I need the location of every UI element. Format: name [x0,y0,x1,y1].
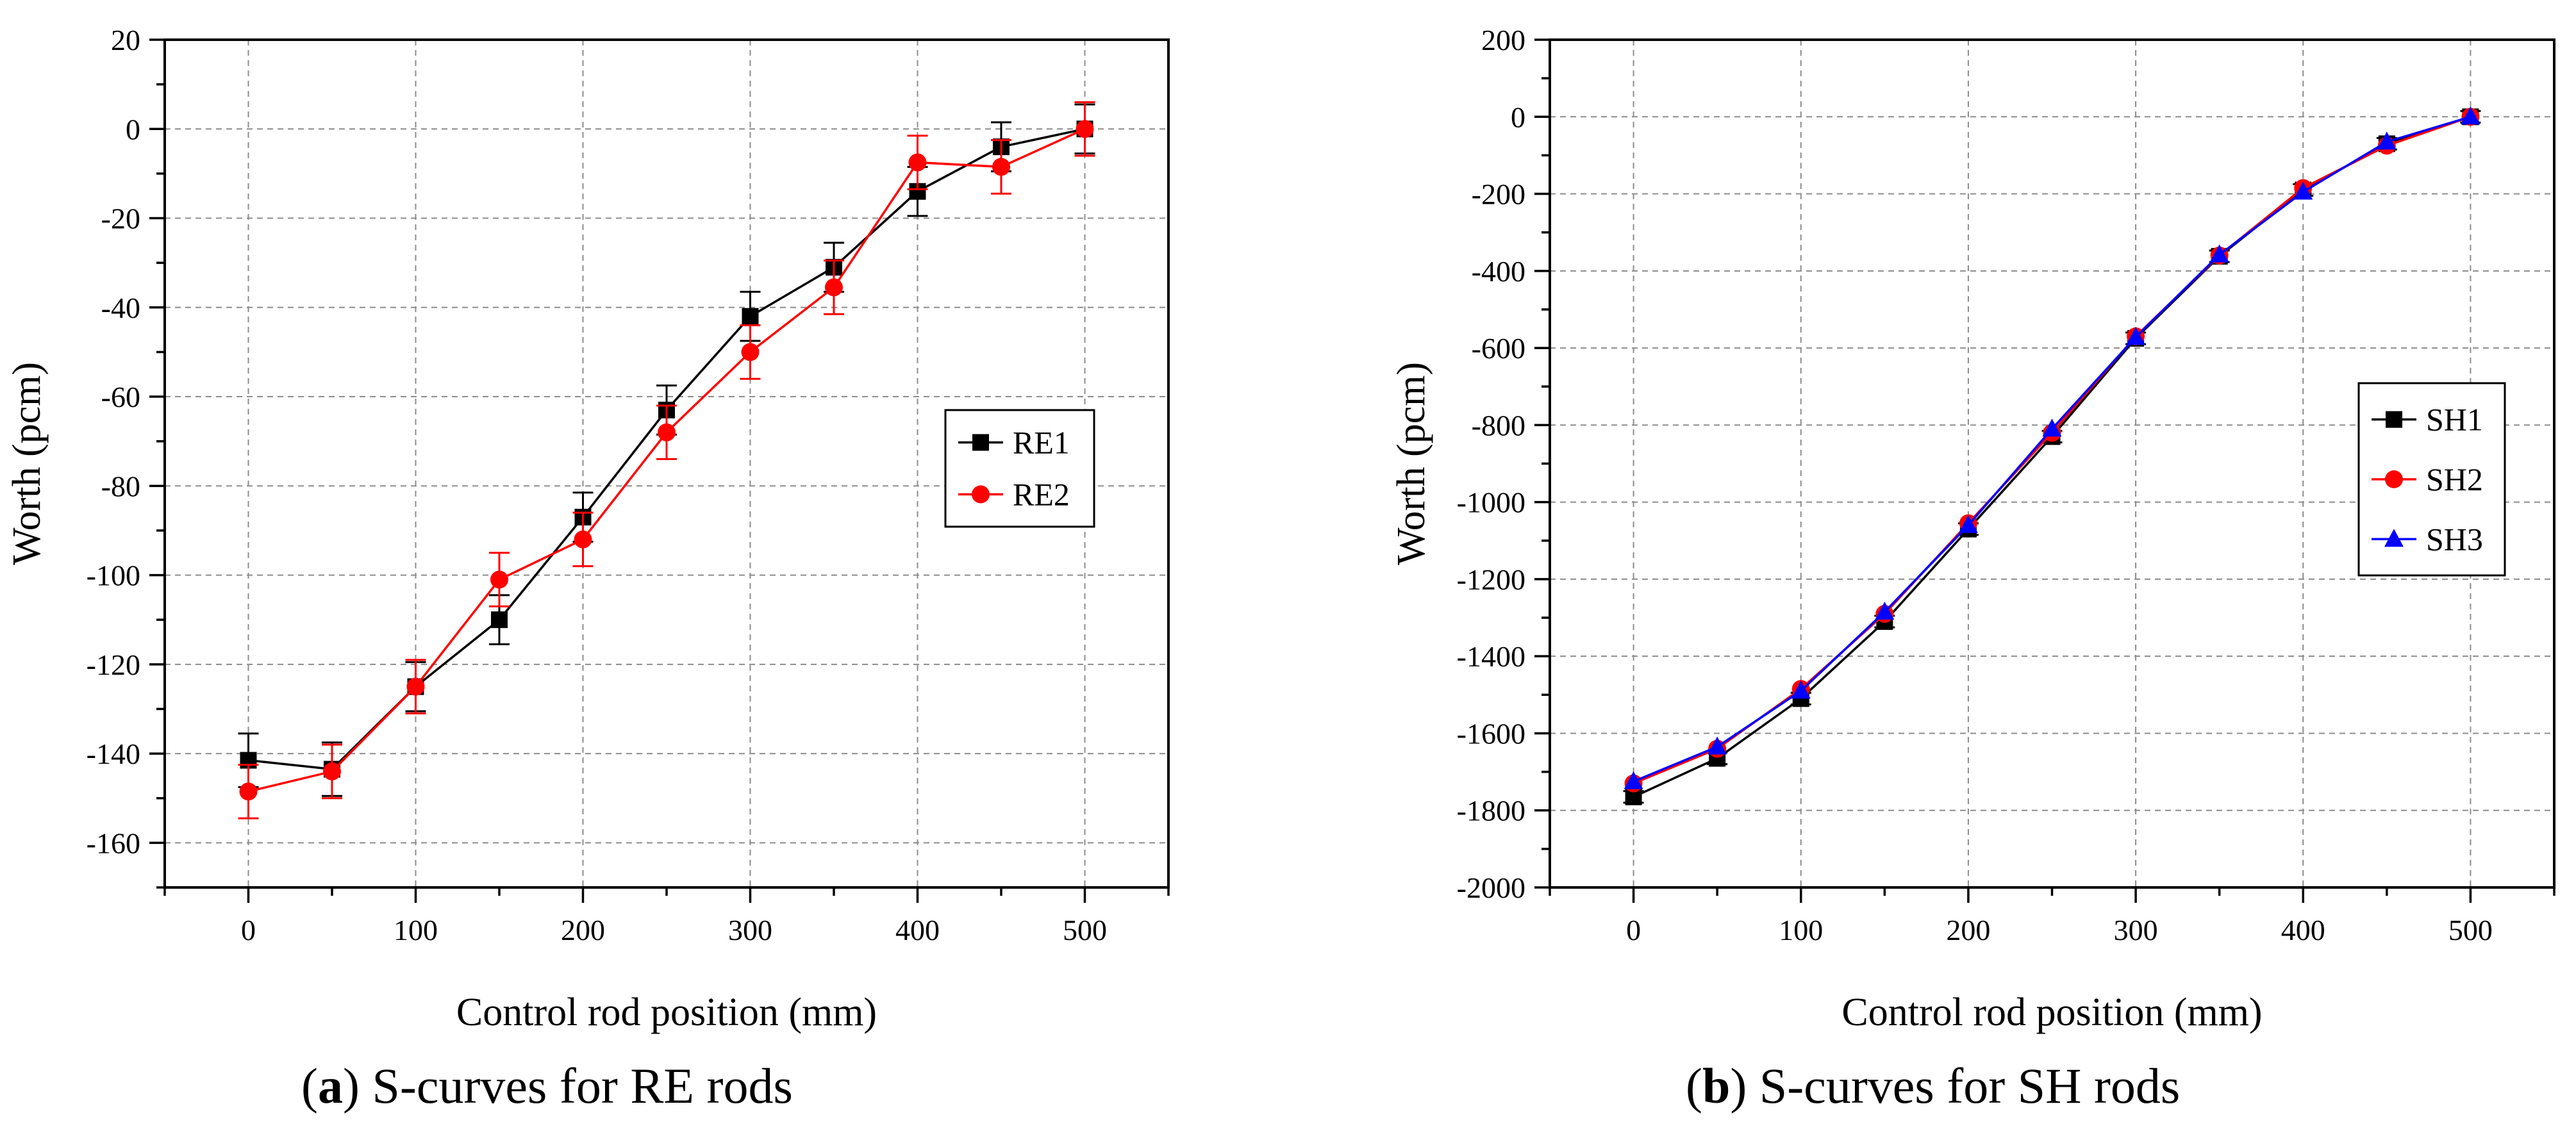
panel-a-series-re2-point [574,530,592,548]
panel-b-x-axis-title: Control rod position (mm) [1841,991,2262,1034]
chart-panel-a: 0 100 200 300 400 500200-20-40-60-80-100-120-… [5,24,1170,1034]
panel-b-y-tick-label: -800 [1472,409,1525,441]
panel-b-series-sh3-point [2293,181,2313,200]
panel-b-y-tick-label: -1400 [1457,640,1525,673]
panel-b-y-tick-label: 0 [1511,101,1525,133]
panel-b-x-tick-label: 0 [1626,914,1641,946]
panel-a-y-tick-label: -120 [87,648,140,681]
caption-a-text: S-curves for RE rods [372,1058,793,1114]
panel-b-y-tick-label: -1000 [1457,486,1525,519]
panel-a-series-re2-point [239,782,258,801]
panel-a-series-re2-point [1076,120,1094,138]
panel-a-series-re2-point [741,343,760,361]
caption-b-text: S-curves for SH rods [1759,1058,2181,1114]
panel-b-legend-label-sh2: SH2 [2426,461,2483,497]
panel-a-series-re1-point [491,611,508,629]
panel-b-series-sh2-line [1633,115,2471,785]
panel-a-y-tick-label: -60 [101,381,140,413]
panel-b-series-sh3-point [1624,771,1643,789]
panel-a-legend-label-re2: RE2 [1013,477,1070,513]
panel-b-legend-marker-sh3 [2384,529,2404,547]
panel-b-x-tick-label: 200 [1946,914,1990,946]
panel-a-series-re2-point [825,278,843,297]
caption-a-label: a [317,1058,343,1114]
panel-a-series-re2-point [658,423,676,441]
panel-a-x-tick-label: 100 [394,914,438,946]
panel-a-x-tick-label: 200 [561,914,605,946]
panel-b-x-tick-label: 100 [1779,914,1823,946]
panel-b-y-tick-label: -2000 [1457,871,1525,904]
panel-b-legend-label-sh1: SH1 [2426,402,2483,438]
panel-b-legend-label-sh3: SH3 [2426,521,2483,557]
panel-b-series-sh3-point [2377,131,2397,150]
panel-b-y-axis-title: Worth (pcm) [1390,362,1433,565]
panel-a-series-re2-point [992,158,1010,176]
panel-b-series-sh3-point [2126,327,2146,345]
panel-b-series-sh3-point [1791,680,1811,699]
panel-a-series-re2-point [490,570,508,589]
panel-a-x-tick-label: 400 [895,914,940,946]
panel-a-legend-label-re1: RE1 [1013,425,1070,461]
panel-b-y-tick-label: -1800 [1457,795,1525,827]
panel-b-legend-marker-sh2 [2385,470,2403,488]
caption-a: (a) S-curves for RE rods [301,1058,793,1114]
panel-b-series-sh3-point [1958,515,1978,533]
panel-a-y-axis-title: Worth (pcm) [5,362,49,565]
panel-a-y-tick-label: -80 [101,470,140,502]
panel-b-series-sh3-point [2461,106,2480,125]
panel-a-x-axis-title: Control rod position (mm) [456,991,877,1034]
panel-b-series-sh3-point [1708,736,1727,755]
panel-a-series-re2-point [908,153,927,172]
panel-b-y-tick-label: -1600 [1457,717,1525,750]
panel-b-x-tick-label: 500 [2448,914,2493,946]
panel-a-legend-marker-re2 [972,485,990,504]
panel-b-series-sh3-point [2209,244,2229,263]
panel-a-y-tick-label: 0 [126,113,140,145]
panel-a-y-tick-label: -160 [87,827,140,859]
panel-a-x-tick-label: 0 [241,914,256,946]
panel-a-y-tick-label: -140 [87,738,140,770]
panel-b-series-sh3-line [1633,115,2471,783]
caption-b-label: b [1702,1058,1731,1114]
panel-b-x-tick-label: 400 [2281,914,2325,946]
panel-a-x-tick-label: 300 [728,914,772,946]
panel-b-x-tick-label: 300 [2114,914,2158,946]
panel-a-legend-box [944,409,1095,528]
panel-a-y-tick-label: -40 [101,292,140,324]
panel-a-legend-marker-re1 [972,434,989,451]
chart-panel-b: 0 100 200 300 400 500 200 0 -200 -400 -600 -800 -100… [1390,24,2555,1034]
panel-a-series-re1-point [742,308,759,325]
panel-b-series-sh3-point [1875,602,1895,620]
panel-b-y-tick-label: -400 [1472,255,1525,288]
panel-b-y-tick-label: -600 [1472,332,1525,365]
panel-a-y-tick-label: 20 [111,24,140,56]
panel-b-legend-marker-sh1 [2386,411,2402,428]
panel-a-series-re2-point [406,677,425,696]
panel-a-series-re2-point [323,762,341,780]
panel-a-y-tick-label: -100 [87,559,140,592]
panel-b-y-tick-label: -1200 [1457,563,1525,596]
caption-b: (b) S-curves for SH rods [1686,1058,2181,1114]
panel-a-y-tick-label: -20 [101,202,140,235]
panel-b-series-sh3-point [2042,418,2062,437]
panel-b-y-tick-label: -200 [1472,178,1525,211]
panel-b-series-sh1-line [1633,115,2471,798]
panel-a-x-tick-label: 500 [1063,914,1107,946]
panel-b-y-tick-label: 200 [1481,24,1525,56]
